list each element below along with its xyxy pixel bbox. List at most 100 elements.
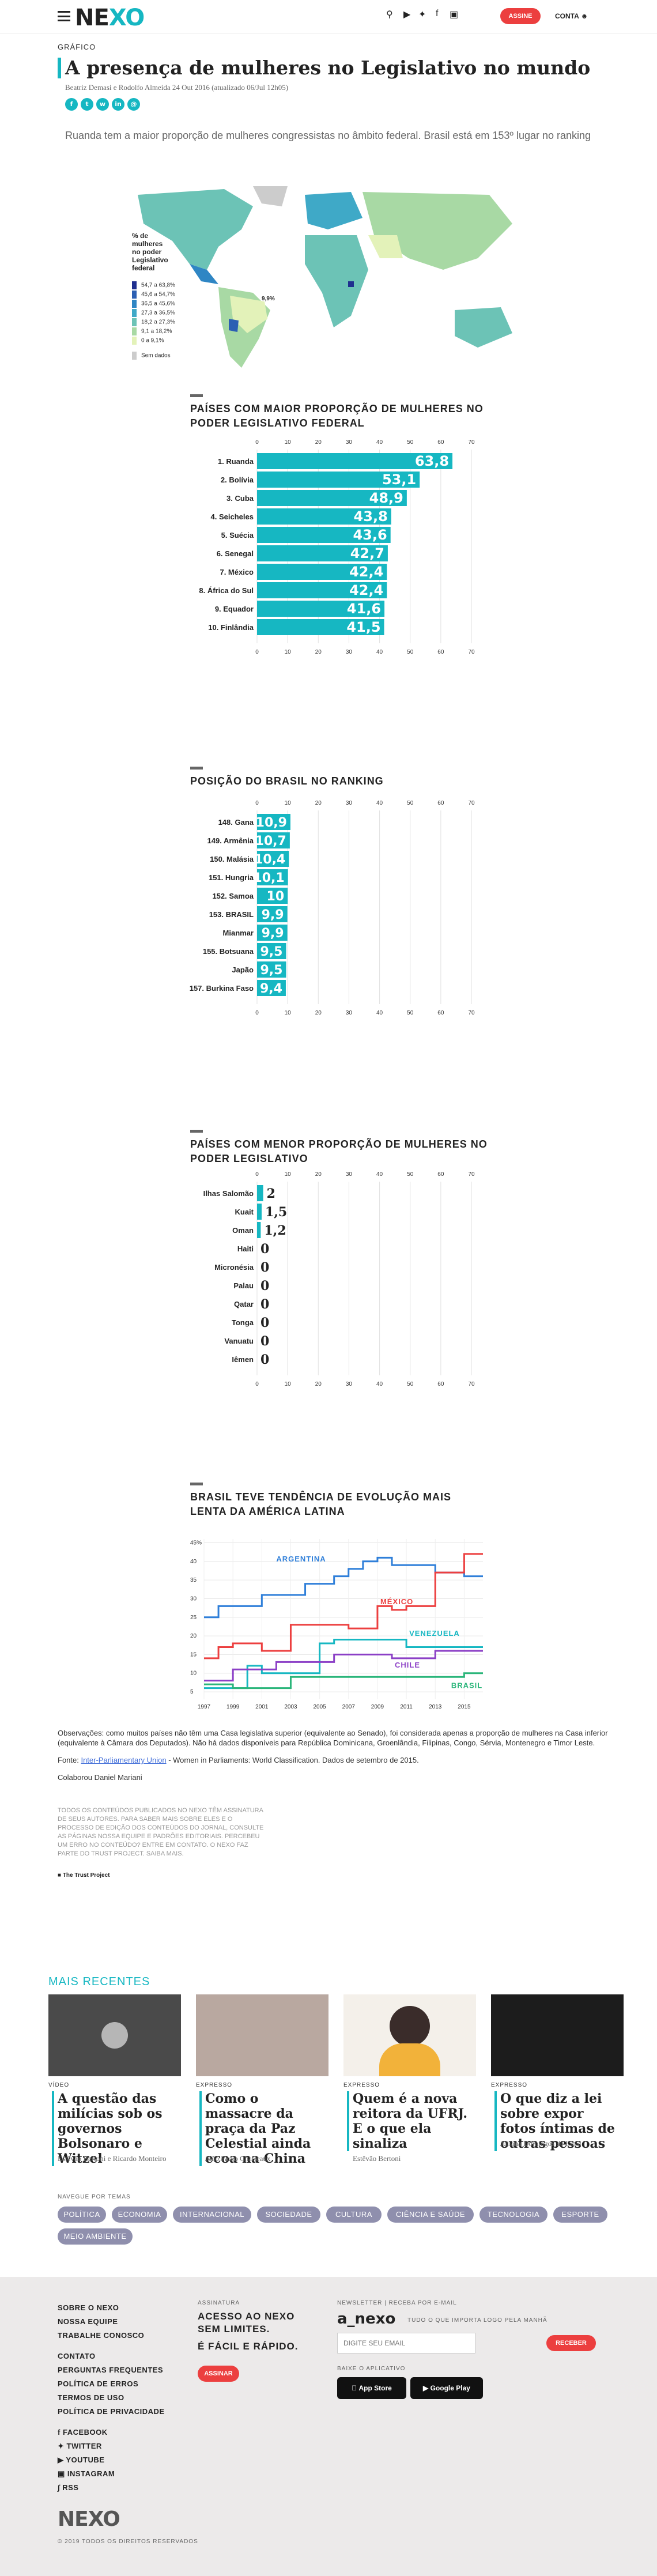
x-tick-label-bottom: 40	[376, 1381, 383, 1387]
collaborator-line: Colaborou Daniel Mariani	[58, 1773, 142, 1782]
topic-pill[interactable]: CIÊNCIA E SAÚDE	[387, 2207, 474, 2223]
social-facebook[interactable]: f FACEBOOK	[58, 2428, 108, 2437]
card-image-2[interactable]	[196, 1994, 328, 2076]
footer-link[interactable]: TRABALHE CONOSCO	[58, 2331, 145, 2340]
footer-link[interactable]: POLÍTICA DE PRIVACIDADE	[58, 2407, 165, 2416]
x-tick-label-top: 60	[437, 1171, 444, 1178]
account-link[interactable]: CONTA ☻	[555, 12, 588, 20]
site-logo[interactable]: NEXO	[75, 5, 145, 31]
map-legend-swatch	[132, 281, 137, 289]
x-tick-label-top: 0	[255, 800, 259, 806]
footer-logo[interactable]: NEXO	[58, 2507, 120, 2531]
social-rss[interactable]: ∫ RSS	[58, 2483, 79, 2492]
card-title[interactable]: A questão das milícias sob os governos B…	[52, 2091, 180, 2166]
facebook-icon[interactable]: f	[65, 98, 78, 111]
chart3-marker	[190, 1130, 203, 1133]
series-line	[204, 1639, 483, 1689]
article-byline: Beatriz Demasi e Rodolfo Almeida 24 Out …	[65, 83, 289, 92]
x-tick-label-top: 40	[376, 439, 383, 446]
subscribe-footer-button[interactable]: ASSINAR	[198, 2366, 239, 2382]
category-label: Micronésia	[214, 1263, 254, 1272]
x-tick-label-bottom: 50	[407, 1010, 414, 1016]
y-tick-label: 30	[190, 1596, 197, 1602]
topic-pill[interactable]: ESPORTE	[553, 2207, 607, 2223]
category-label: Tonga	[232, 1318, 254, 1327]
card-image-4[interactable]	[491, 1994, 624, 2076]
topic-pill[interactable]: INTERNACIONAL	[173, 2207, 251, 2223]
greenland-shape	[253, 186, 288, 206]
topic-pill[interactable]: MEIO AMBIENTE	[58, 2228, 133, 2245]
social-instagram[interactable]: ▣ INSTAGRAM	[58, 2469, 115, 2478]
bar-value-label: 1,2	[264, 1223, 286, 1238]
world-map[interactable]: % de mulheres no poder Legislativo feder…	[120, 183, 535, 379]
twitter-icon[interactable]: t	[81, 98, 93, 111]
x-tick-label-bottom: 20	[315, 1381, 322, 1387]
instagram-icon[interactable]: ▣	[450, 10, 459, 20]
series-label: CHILE	[395, 1661, 420, 1669]
topic-pill[interactable]: CULTURA	[326, 2207, 382, 2223]
article-lede: Ruanda tem a maior proporção de mulheres…	[65, 130, 591, 141]
map-legend-item: Sem dados	[132, 352, 195, 360]
youtube-icon[interactable]: ▶	[403, 10, 411, 20]
topic-pill[interactable]: SOCIEDADE	[257, 2207, 320, 2223]
footer-link[interactable]: NOSSA EQUIPE	[58, 2317, 118, 2326]
topic-pill[interactable]: ECONOMIA	[112, 2207, 167, 2223]
card-image-1[interactable]	[48, 1994, 181, 2076]
email-input[interactable]	[337, 2333, 475, 2354]
x-tick-label-bottom: 60	[437, 1381, 444, 1387]
portrait-dress	[379, 2043, 440, 2076]
card-title[interactable]: Como o massacre da praça da Paz Celestia…	[199, 2091, 327, 2166]
card-title[interactable]: Quem é a nova reitora da UFRJ. E o que e…	[347, 2091, 475, 2151]
app-store-button[interactable]:  App Store	[337, 2377, 406, 2399]
source-link[interactable]: Inter-Parliamentary Union	[81, 1756, 167, 1764]
footer-link[interactable]: SOBRE O NEXO	[58, 2303, 119, 2312]
bar	[257, 619, 384, 635]
category-label: Qatar	[234, 1300, 254, 1308]
category-label: 155. Botsuana	[203, 947, 254, 956]
footer-link[interactable]: TERMOS DE USO	[58, 2393, 124, 2402]
topic-pill[interactable]: TECNOLOGIA	[479, 2207, 548, 2223]
footer-link[interactable]: POLÍTICA DE ERROS	[58, 2379, 139, 2388]
subscription-line2: É FÁCIL E RÁPIDO.	[198, 2341, 299, 2352]
search-icon[interactable]: ⚲	[386, 10, 393, 20]
google-play-button[interactable]: ▶ Google Play	[410, 2377, 483, 2399]
email-icon[interactable]: @	[127, 98, 140, 111]
social-twitter[interactable]: ✦ TWITTER	[58, 2442, 102, 2450]
category-label: Haiti	[237, 1244, 254, 1253]
whatsapp-icon[interactable]: w	[96, 98, 109, 111]
topic-pill[interactable]: POLÍTICA	[58, 2207, 106, 2223]
bar	[257, 1185, 263, 1201]
facebook-icon[interactable]: f	[436, 9, 439, 18]
footer-link[interactable]: PERGUNTAS FREQUENTES	[58, 2366, 164, 2374]
social-youtube[interactable]: ▶ YOUTUBE	[58, 2456, 105, 2464]
footer-link[interactable]: CONTATO	[58, 2352, 96, 2360]
chart4-marker	[190, 1483, 203, 1485]
card-kicker: EXPRESSO	[196, 2082, 233, 2088]
chart2-marker	[190, 767, 203, 770]
newsletter-logo: a_nexo	[337, 2310, 396, 2328]
play-icon[interactable]	[101, 2022, 128, 2049]
north-america-shape	[138, 189, 253, 270]
bar-value-label: 53,1	[382, 472, 416, 488]
x-tick-label-bottom: 70	[468, 1010, 475, 1016]
linkedin-icon[interactable]: in	[112, 98, 124, 111]
subscribe-button[interactable]: ASSINE	[500, 8, 541, 24]
card-image-3[interactable]	[343, 1994, 476, 2076]
africa-shape	[305, 235, 368, 327]
series-label: MÉXICO	[380, 1597, 413, 1606]
category-label: 3. Cuba	[226, 494, 254, 503]
map-legend-item: 54,7 a 63,8%	[132, 281, 195, 289]
menu-icon[interactable]	[58, 11, 70, 21]
bar-value-label: 0	[260, 1315, 269, 1330]
x-tick-label-top: 30	[346, 439, 353, 446]
card-title[interactable]: O que diz a lei sobre expor fotos íntima…	[494, 2091, 622, 2151]
newsletter-submit-button[interactable]: RECEBER	[546, 2335, 596, 2351]
twitter-icon[interactable]: ✦	[418, 10, 426, 20]
chart1-marker	[190, 394, 203, 397]
brazil-shape	[230, 296, 267, 333]
category-label: 4. Seicheles	[211, 512, 254, 521]
x-tick-label-bottom: 40	[376, 649, 383, 655]
trust-project-logo[interactable]: ■ The Trust Project	[58, 1872, 110, 1879]
x-tick-label-top: 60	[437, 800, 444, 806]
chart2-title: POSIÇÃO DO BRASIL NO RANKING	[190, 775, 384, 787]
